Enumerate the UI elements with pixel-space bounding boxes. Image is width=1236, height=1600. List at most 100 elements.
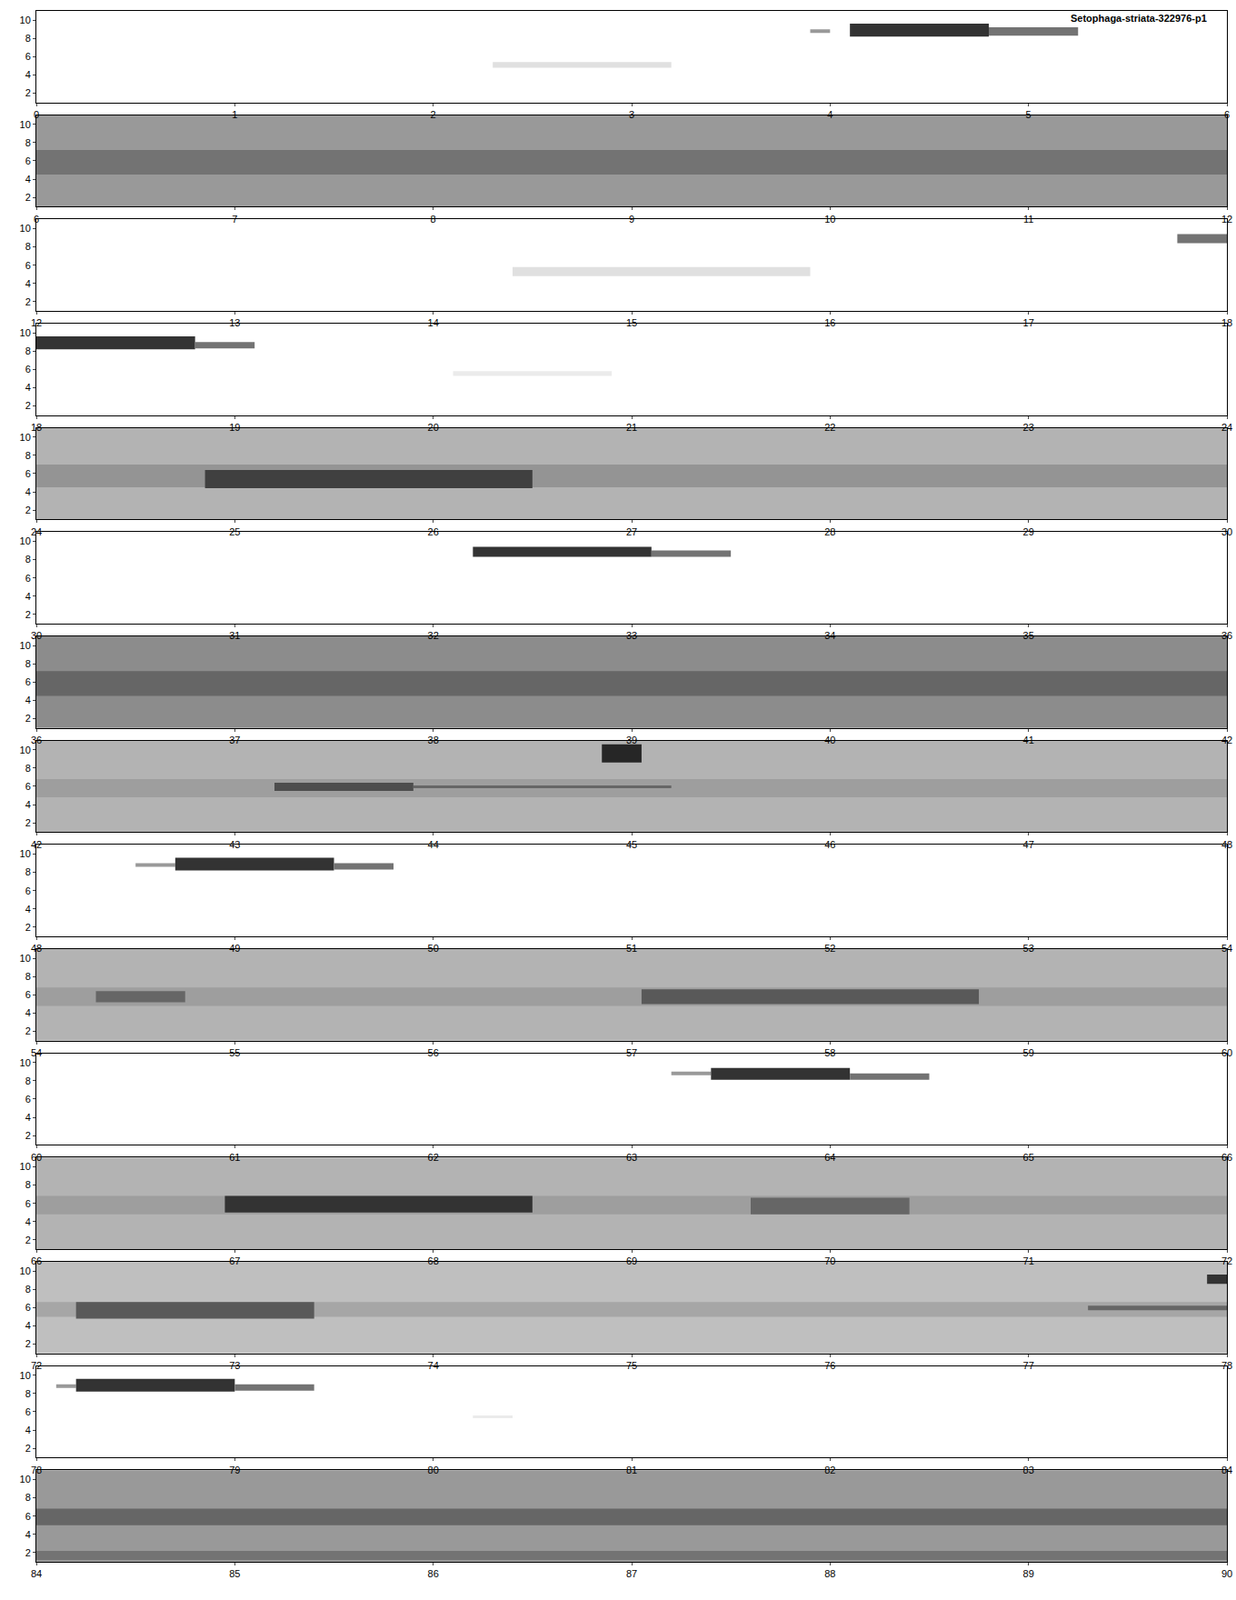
svg-text:6: 6 [25, 780, 31, 792]
svg-text:47: 47 [1023, 838, 1035, 850]
svg-text:2: 2 [430, 109, 437, 120]
svg-text:78: 78 [1221, 1359, 1233, 1371]
svg-text:84: 84 [1221, 1464, 1233, 1476]
svg-text:62: 62 [428, 1151, 439, 1163]
svg-text:66: 66 [1221, 1151, 1233, 1163]
svg-text:36: 36 [30, 734, 42, 746]
svg-text:84: 84 [30, 1567, 42, 1579]
svg-text:43: 43 [229, 838, 240, 850]
svg-text:23: 23 [1023, 421, 1035, 433]
svg-text:4: 4 [25, 1319, 31, 1331]
svg-text:8: 8 [25, 970, 31, 982]
svg-text:2: 2 [25, 817, 31, 828]
svg-text:25: 25 [229, 526, 240, 538]
svg-text:12: 12 [1221, 213, 1233, 225]
svg-text:18: 18 [1221, 317, 1233, 329]
svg-text:4: 4 [25, 1528, 31, 1540]
svg-text:40: 40 [824, 734, 836, 746]
svg-text:30: 30 [1221, 526, 1233, 538]
svg-text:67: 67 [229, 1255, 240, 1266]
svg-text:19: 19 [229, 421, 240, 433]
svg-text:4: 4 [25, 69, 31, 80]
svg-text:39: 39 [626, 734, 638, 746]
svg-text:3: 3 [628, 109, 635, 120]
svg-text:13: 13 [229, 317, 240, 329]
svg-text:60: 60 [30, 1151, 42, 1163]
svg-text:74: 74 [428, 1359, 439, 1371]
svg-text:54: 54 [1221, 942, 1233, 954]
svg-text:72: 72 [1221, 1255, 1233, 1266]
svg-text:2: 2 [25, 1442, 31, 1454]
svg-text:4: 4 [25, 1111, 31, 1123]
svg-text:34: 34 [824, 629, 836, 641]
svg-text:4: 4 [25, 1216, 31, 1227]
svg-text:27: 27 [626, 526, 638, 538]
svg-text:56: 56 [428, 1046, 439, 1058]
svg-text:70: 70 [824, 1255, 836, 1266]
svg-text:48: 48 [30, 942, 42, 954]
svg-text:10: 10 [824, 213, 836, 225]
svg-text:12: 12 [30, 317, 42, 329]
svg-text:2: 2 [25, 608, 31, 620]
svg-text:71: 71 [1023, 1255, 1035, 1266]
svg-text:2: 2 [25, 712, 31, 724]
svg-text:2: 2 [25, 399, 31, 411]
svg-text:29: 29 [1023, 526, 1035, 538]
svg-text:83: 83 [1023, 1464, 1035, 1476]
svg-text:10: 10 [19, 14, 31, 26]
svg-text:6: 6 [25, 1301, 31, 1313]
svg-text:73: 73 [229, 1359, 240, 1371]
svg-text:64: 64 [824, 1151, 836, 1163]
svg-text:2: 2 [25, 1129, 31, 1141]
svg-text:6: 6 [25, 1093, 31, 1105]
svg-text:9: 9 [628, 213, 635, 225]
svg-text:18: 18 [30, 421, 42, 433]
svg-text:54: 54 [30, 1046, 42, 1058]
svg-text:58: 58 [824, 1046, 836, 1058]
svg-text:41: 41 [1023, 734, 1035, 746]
svg-text:10: 10 [19, 119, 31, 130]
svg-text:4: 4 [25, 486, 31, 498]
svg-text:10: 10 [19, 744, 31, 756]
svg-text:5: 5 [1026, 109, 1032, 120]
svg-text:2: 2 [25, 1546, 31, 1558]
svg-text:8: 8 [25, 762, 31, 774]
svg-text:57: 57 [626, 1046, 638, 1058]
svg-text:32: 32 [428, 629, 439, 641]
svg-text:36: 36 [1221, 629, 1233, 641]
svg-text:44: 44 [428, 838, 439, 850]
svg-text:14: 14 [428, 317, 439, 329]
svg-text:20: 20 [428, 421, 439, 433]
svg-text:46: 46 [824, 838, 836, 850]
svg-text:68: 68 [428, 1255, 439, 1266]
svg-text:8: 8 [25, 1491, 31, 1503]
svg-text:17: 17 [1023, 317, 1035, 329]
svg-text:8: 8 [25, 345, 31, 357]
svg-text:26: 26 [428, 526, 439, 538]
svg-text:90: 90 [1221, 1567, 1233, 1579]
svg-text:37: 37 [229, 734, 240, 746]
svg-text:6: 6 [1224, 109, 1230, 120]
svg-text:0: 0 [33, 109, 40, 120]
svg-text:10: 10 [19, 327, 31, 339]
svg-text:6: 6 [25, 1197, 31, 1209]
svg-text:38: 38 [428, 734, 439, 746]
svg-text:6: 6 [25, 363, 31, 375]
svg-text:6: 6 [25, 1405, 31, 1417]
svg-text:4: 4 [827, 109, 833, 120]
svg-text:8: 8 [25, 866, 31, 878]
svg-text:2: 2 [25, 1337, 31, 1349]
svg-text:8: 8 [25, 1075, 31, 1087]
svg-text:6: 6 [25, 259, 31, 271]
svg-text:8: 8 [25, 449, 31, 461]
svg-text:24: 24 [30, 526, 42, 538]
svg-text:42: 42 [1221, 734, 1233, 746]
svg-text:81: 81 [626, 1464, 638, 1476]
svg-text:4: 4 [25, 694, 31, 706]
svg-text:82: 82 [824, 1464, 836, 1476]
svg-text:4: 4 [25, 590, 31, 602]
svg-text:2: 2 [25, 87, 31, 99]
svg-text:8: 8 [25, 1283, 31, 1295]
svg-text:79: 79 [229, 1464, 240, 1476]
svg-text:45: 45 [626, 838, 638, 850]
